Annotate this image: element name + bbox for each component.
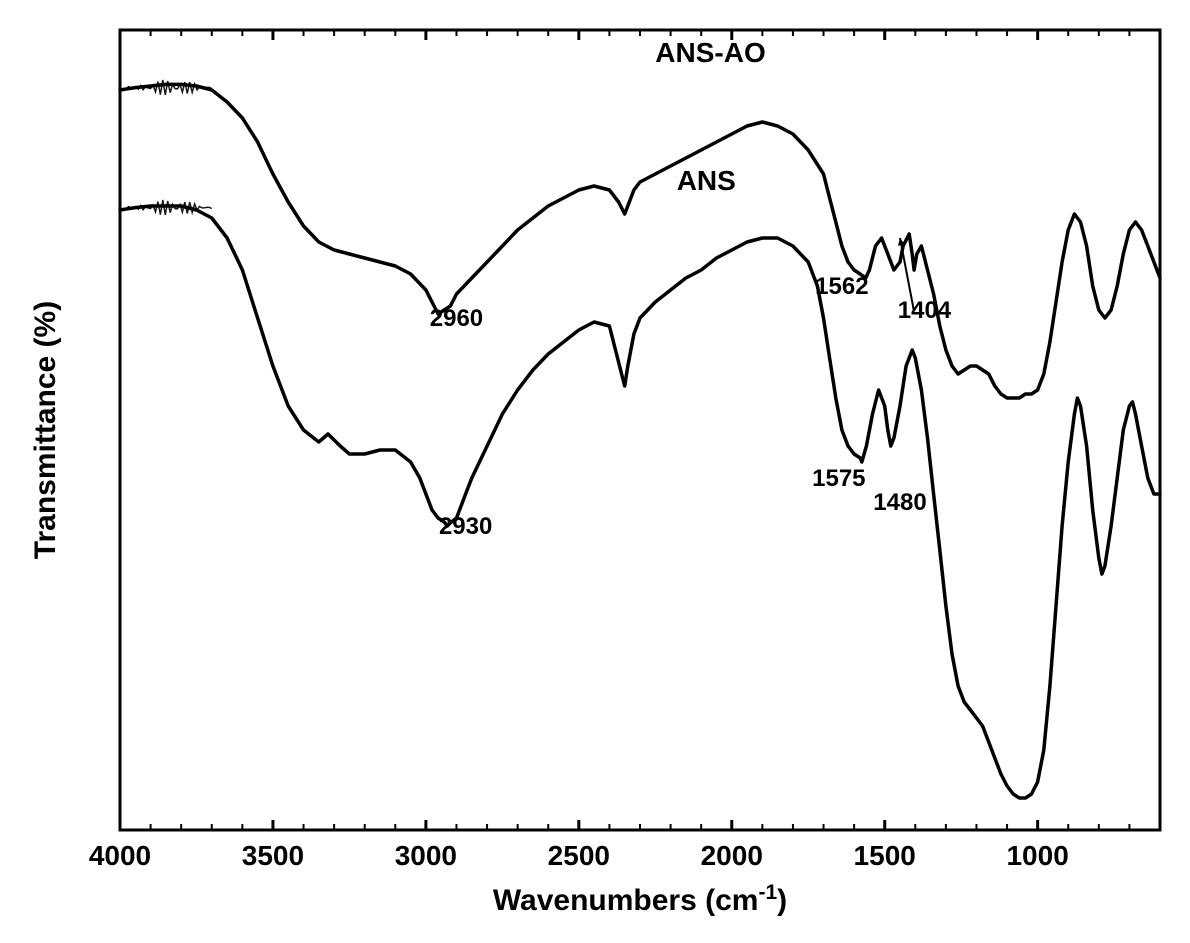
- series-label-ANS: ANS: [677, 165, 736, 196]
- peak-label: 1562: [815, 273, 868, 300]
- ftir-chart: 4000 3500 3000 2500 2000 1500 1000 Wavenumbers …: [0, 0, 1190, 943]
- x-tick-label: 1500: [854, 840, 916, 871]
- series-label-ANS-AO: ANS-AO: [655, 37, 765, 68]
- spectrum-ANS: [120, 206, 1160, 798]
- spectrum-ANS-AO: [120, 84, 1160, 398]
- plot-border: [120, 30, 1160, 830]
- y-axis-label: Transmittance (%): [29, 301, 62, 559]
- x-tick-label: 4000: [89, 840, 151, 871]
- x-tick-label: 3500: [242, 840, 304, 871]
- x-tick-label: 3000: [395, 840, 457, 871]
- chart-svg: 4000 3500 3000 2500 2000 1500 1000 Wavenumbers …: [0, 0, 1190, 943]
- x-tick-label: 2500: [548, 840, 610, 871]
- peak-label: 2960: [430, 305, 483, 332]
- peak-label: 2930: [439, 513, 492, 540]
- peak-label: 1575: [812, 465, 865, 492]
- x-tick-label: 1000: [1006, 840, 1068, 871]
- noise-overlay: [126, 80, 212, 95]
- peak-label: 1480: [873, 489, 926, 516]
- x-axis-label: Wavenumbers (cm-1): [493, 881, 787, 918]
- x-tick-label: 2000: [701, 840, 763, 871]
- peak-label: 1404: [898, 297, 952, 324]
